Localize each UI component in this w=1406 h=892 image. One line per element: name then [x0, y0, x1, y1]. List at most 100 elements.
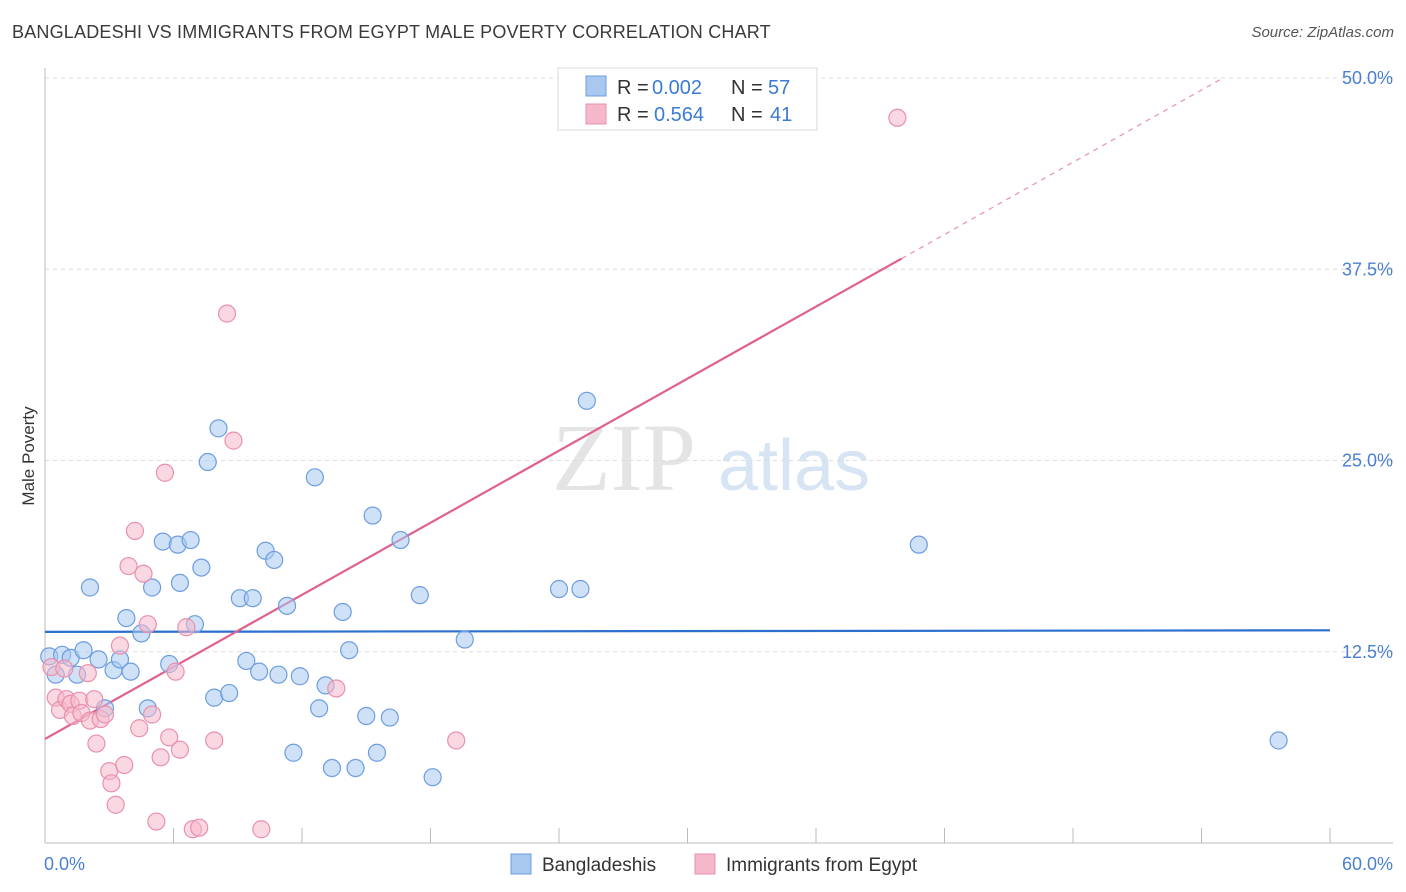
- point-bangladeshis: [363, 506, 382, 525]
- y-tick-label: 25.0%: [1342, 451, 1393, 471]
- point-egypt: [155, 463, 175, 482]
- point-egypt: [166, 662, 185, 681]
- point-egypt: [190, 818, 209, 837]
- point-bangladeshis: [410, 586, 429, 605]
- point-egypt: [327, 679, 346, 698]
- point-bangladeshis: [250, 662, 269, 681]
- point-bangladeshis: [170, 573, 190, 593]
- point-bangladeshis: [423, 768, 442, 787]
- point-egypt: [102, 774, 121, 793]
- point-egypt: [134, 564, 153, 583]
- legend-n-value-1: 57: [768, 77, 790, 99]
- point-egypt: [130, 719, 149, 738]
- point-bangladeshis: [205, 688, 224, 707]
- point-egypt: [87, 734, 106, 753]
- point-bangladeshis: [209, 419, 228, 438]
- point-bangladeshis: [346, 758, 365, 778]
- x-ticks: [44, 828, 1331, 843]
- y-tick-label: 12.5%: [1342, 642, 1393, 662]
- point-bangladeshis: [277, 596, 297, 615]
- point-egypt: [151, 748, 170, 767]
- point-egypt: [85, 690, 104, 709]
- bottom-legend: Bangladeshis Immigrants from Egypt: [510, 853, 918, 876]
- point-egypt: [125, 521, 145, 540]
- legend: R = 0.002 N = 57 R = 0.564 N = 41: [557, 67, 818, 131]
- point-egypt: [224, 431, 243, 450]
- point-egypt: [252, 820, 271, 839]
- point-egypt: [95, 705, 115, 724]
- point-bangladeshis: [89, 650, 108, 669]
- point-bangladeshis: [577, 391, 596, 410]
- point-egypt: [78, 664, 97, 683]
- point-egypt: [106, 795, 125, 814]
- point-egypt: [888, 108, 907, 127]
- point-bangladeshis: [571, 579, 590, 599]
- point-bangladeshis: [549, 579, 569, 599]
- y-axis-title: Male Poverty: [19, 406, 38, 506]
- points-egypt: [42, 108, 907, 839]
- point-bangladeshis: [357, 706, 376, 726]
- watermark-zip: ZIP: [552, 404, 696, 511]
- point-bangladeshis: [391, 530, 410, 550]
- bottom-legend-label-egypt: Immigrants from Egypt: [726, 855, 918, 876]
- x-tick-label-min: 0.0%: [44, 854, 85, 874]
- y-tick-label: 37.5%: [1342, 259, 1393, 279]
- point-bangladeshis: [192, 558, 211, 577]
- point-egypt: [170, 740, 190, 759]
- point-egypt: [160, 728, 179, 747]
- point-bangladeshis: [117, 608, 136, 628]
- point-egypt: [217, 304, 237, 323]
- legend-r-label-1: R =: [617, 77, 649, 99]
- y-tick-labels: 12.5% 25.0% 37.5% 50.0%: [1342, 68, 1393, 662]
- point-bangladeshis: [121, 662, 140, 681]
- point-egypt: [119, 556, 138, 576]
- point-bangladeshis: [909, 535, 928, 554]
- point-bangladeshis: [380, 708, 399, 727]
- source-label: Source: ZipAtlas.com: [1251, 24, 1394, 41]
- point-bangladeshis: [305, 468, 324, 487]
- point-egypt: [142, 705, 162, 724]
- point-bangladeshis: [333, 602, 352, 622]
- trend-line-bangladeshis: [44, 629, 1331, 633]
- point-bangladeshis: [153, 532, 172, 551]
- trend-line-egypt-extension: [901, 77, 1224, 260]
- legend-r-label-2: R =: [617, 104, 649, 126]
- point-bangladeshis: [367, 743, 387, 762]
- trend-line-egypt: [44, 257, 903, 740]
- bottom-legend-label-bangladeshis: Bangladeshis: [542, 855, 656, 876]
- point-bangladeshis: [290, 667, 309, 686]
- legend-swatch-blue: [585, 75, 607, 97]
- legend-r-value-2: 0.564: [654, 104, 704, 126]
- point-bangladeshis: [310, 699, 329, 718]
- point-bangladeshis: [455, 630, 474, 649]
- point-bangladeshis: [181, 530, 200, 550]
- point-egypt: [110, 636, 130, 655]
- point-bangladeshis: [220, 683, 239, 703]
- point-bangladeshis: [74, 641, 93, 660]
- y-tick-label: 50.0%: [1342, 68, 1393, 88]
- watermark-atlas: atlas: [718, 426, 870, 506]
- point-egypt: [147, 812, 166, 831]
- point-bangladeshis: [237, 651, 256, 671]
- legend-n-value-2: 41: [770, 104, 792, 126]
- point-bangladeshis: [243, 589, 262, 608]
- axes: [44, 68, 1393, 844]
- point-egypt: [138, 615, 157, 634]
- point-bangladeshis: [142, 578, 162, 597]
- legend-n-label-1: N =: [731, 77, 763, 99]
- point-egypt: [447, 731, 466, 750]
- point-bangladeshis: [322, 758, 342, 778]
- point-bangladeshis: [198, 452, 217, 472]
- point-egypt: [55, 659, 74, 678]
- point-egypt: [177, 618, 196, 637]
- point-bangladeshis: [340, 641, 359, 660]
- trend-lines: [44, 77, 1331, 740]
- x-tick-label-max: 60.0%: [1342, 854, 1393, 874]
- legend-r-value-1: 0.002: [652, 77, 702, 99]
- point-bangladeshis: [269, 665, 288, 684]
- bottom-legend-swatch-blue: [510, 853, 532, 875]
- point-bangladeshis: [80, 578, 100, 597]
- point-egypt: [205, 731, 224, 750]
- point-bangladeshis: [284, 743, 303, 762]
